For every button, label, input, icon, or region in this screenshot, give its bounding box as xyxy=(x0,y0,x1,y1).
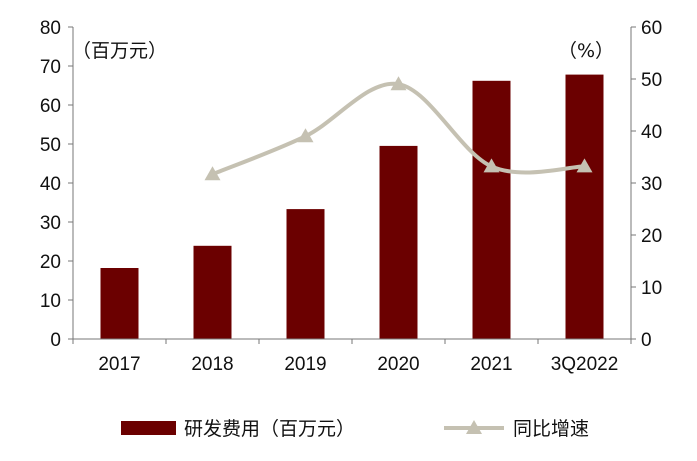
right-axis-unit-label: （%） xyxy=(558,40,614,62)
bar-group xyxy=(100,74,604,340)
x-tick-label: 2019 xyxy=(284,354,326,375)
left-tick-label: 80 xyxy=(40,18,61,39)
right-tick-label: 40 xyxy=(641,122,662,143)
bar-2017 xyxy=(100,268,139,339)
axes: 0 10 20 30 40 50 60 70 80 0 10 20 30 40 50 60 2017 2018 20… xyxy=(40,18,662,375)
left-tick-label: 0 xyxy=(50,330,61,351)
bar-2018 xyxy=(193,245,232,339)
left-tick-label: 20 xyxy=(40,252,61,273)
bar-2021 xyxy=(472,80,511,340)
right-tick-label: 0 xyxy=(641,330,652,351)
bar-2020 xyxy=(379,145,418,339)
growth-marker-2021 xyxy=(483,158,500,173)
left-tick-label: 40 xyxy=(40,174,61,195)
growth-marker-2018 xyxy=(204,166,221,181)
growth-marker-2019 xyxy=(297,128,314,143)
legend: 研发费用（百万元） 同比增速 xyxy=(121,418,589,440)
right-tick-label: 10 xyxy=(641,278,662,299)
bar-3Q2022 xyxy=(565,74,604,339)
left-tick-label: 60 xyxy=(40,96,61,117)
bar-2019 xyxy=(286,209,325,339)
left-axis-unit-label: （百万元） xyxy=(72,40,167,62)
left-tick-label: 30 xyxy=(40,213,61,234)
left-tick-label: 70 xyxy=(40,57,61,78)
x-tick-label: 2021 xyxy=(470,354,512,375)
legend-bar-swatch xyxy=(121,421,176,435)
legend-line-marker xyxy=(466,420,482,434)
x-tick-label: 2020 xyxy=(377,354,419,375)
x-tick-label: 3Q2022 xyxy=(551,354,619,375)
left-tick-label: 50 xyxy=(40,135,61,156)
legend-bar-label: 研发费用（百万元） xyxy=(184,418,355,440)
right-tick-label: 20 xyxy=(641,226,662,247)
x-tick-label: 2017 xyxy=(98,354,140,375)
legend-line-label: 同比增速 xyxy=(513,418,589,440)
left-tick-label: 10 xyxy=(40,291,61,312)
right-tick-label: 30 xyxy=(641,174,662,195)
right-tick-label: 60 xyxy=(641,18,662,39)
x-tick-label: 2018 xyxy=(191,354,233,375)
growth-marker-3Q2022 xyxy=(576,158,593,173)
growth-marker-2020 xyxy=(390,76,407,91)
line-series-group xyxy=(204,76,593,181)
right-tick-label: 50 xyxy=(641,70,662,91)
